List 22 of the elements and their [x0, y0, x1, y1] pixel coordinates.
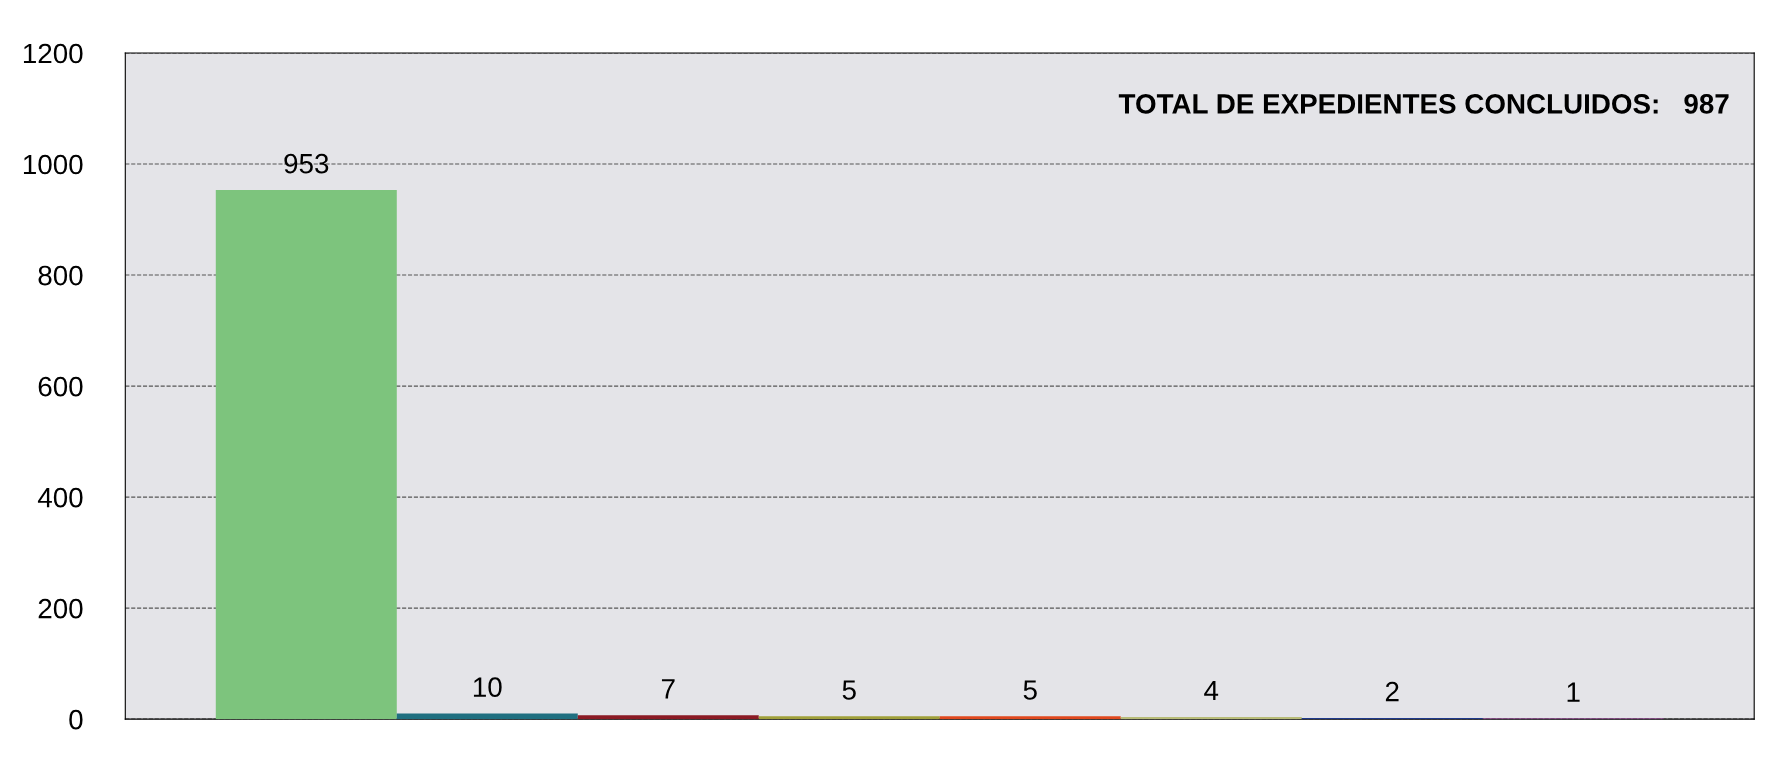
y-tick-label: 1000 — [23, 154, 83, 175]
y-tick-label: 600 — [38, 376, 83, 397]
data-label: 953 — [284, 153, 329, 174]
bar — [939, 716, 1121, 720]
bar — [758, 716, 940, 720]
data-label: 5 — [842, 680, 856, 700]
data-label: 7 — [661, 679, 675, 699]
data-label: 2 — [1385, 681, 1399, 702]
data-label: 1 — [1567, 682, 1580, 702]
bar — [215, 190, 397, 720]
y-tick-label: 1200 — [23, 43, 83, 64]
y-tick-label: 200 — [38, 598, 83, 619]
data-label: 10 — [473, 677, 502, 697]
bar — [396, 713, 578, 720]
y-tick-label: 0 — [69, 709, 83, 730]
data-label: 5 — [1023, 680, 1037, 700]
bar — [1120, 716, 1302, 720]
annotation: TOTAL DE EXPEDIENTES CONCLUIDOS: 987 — [1118, 94, 1729, 114]
data-label: 4 — [1204, 680, 1219, 701]
y-tick-label: 800 — [38, 265, 83, 286]
y-tick-label: 400 — [37, 487, 83, 508]
bar — [577, 715, 759, 720]
